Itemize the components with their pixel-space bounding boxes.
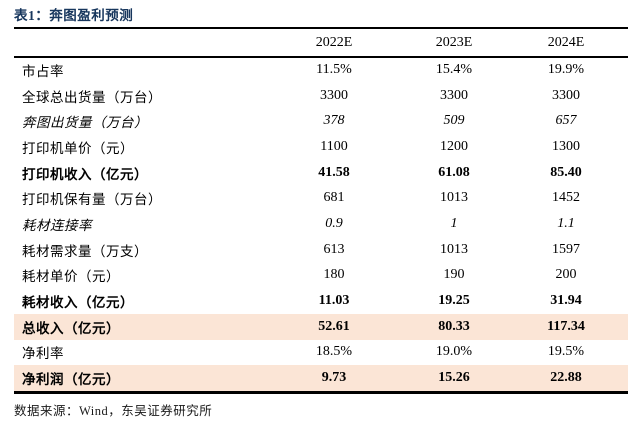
row-value: 1100 [320, 138, 348, 154]
table-row: 市占率 11.5% 15.4% 19.9% [14, 57, 628, 83]
row-value: 85.40 [550, 164, 582, 180]
row-label: 总收入（亿元） [22, 320, 120, 336]
row-value: 1 [450, 215, 458, 231]
row-label: 耗材收入（亿元） [22, 295, 134, 311]
row-value: 1.1 [557, 215, 575, 231]
row-value: 9.73 [321, 370, 347, 386]
header-row: 2022E 2023E 2024E [14, 29, 628, 58]
row-value: 19.9% [547, 62, 585, 78]
row-label: 全球总出货量（万台） [22, 89, 162, 105]
row-label: 打印机单价（元） [22, 140, 134, 156]
table-row: 耗材连接率 0.9 1 1.1 [14, 211, 628, 237]
row-value: 657 [555, 113, 577, 129]
row-value: 18.5% [315, 344, 353, 360]
row-value: 1013 [440, 190, 468, 206]
row-value: 0.9 [325, 215, 343, 231]
row-value: 31.94 [550, 293, 582, 309]
header-year-2023e: 2023E [404, 29, 504, 58]
header-year-2022e: 2022E [264, 29, 404, 58]
row-value: 681 [323, 190, 345, 206]
row-label: 净利率 [22, 346, 64, 362]
row-value: 15.26 [438, 370, 470, 386]
row-label: 净利润（亿元） [22, 372, 120, 388]
row-value: 200 [555, 267, 577, 283]
row-value: 378 [323, 113, 345, 129]
table-title: 表1：奔图盈利预测 [14, 8, 134, 23]
table-row: 总收入（亿元） 52.61 80.33 117.34 [14, 313, 628, 340]
row-value: 190 [443, 267, 465, 283]
row-value: 15.4% [435, 62, 473, 78]
data-source-note: 数据来源：Wind，东吴证券研究所 [14, 403, 213, 418]
row-value: 117.34 [547, 318, 585, 334]
title-underline [14, 27, 628, 29]
row-value: 19.5% [547, 344, 585, 360]
row-label: 奔图出货量（万台） [22, 115, 148, 131]
table-row: 打印机保有量（万台） 681 1013 1452 [14, 185, 628, 211]
row-label: 耗材连接率 [22, 217, 92, 233]
table-header: 2022E 2023E 2024E [14, 29, 628, 58]
table-row: 奔图出货量（万台） 378 509 657 [14, 108, 628, 134]
forecast-table: 2022E 2023E 2024E 市占率 11.5% 15.4% 19.9% 全球总出… [14, 29, 628, 391]
row-value: 180 [323, 267, 345, 283]
row-value: 80.33 [438, 318, 470, 334]
row-value: 22.88 [550, 370, 582, 386]
row-label: 打印机保有量（万台） [22, 192, 162, 208]
table-row: 净利率 18.5% 19.0% 19.5% [14, 340, 628, 366]
table-row: 耗材需求量（万支） 613 1013 1597 [14, 237, 628, 263]
table-bottom-rule [14, 390, 628, 394]
row-label: 市占率 [22, 64, 64, 80]
table-row: 全球总出货量（万台） 3300 3300 3300 [14, 83, 628, 109]
row-label: 耗材单价（元） [22, 269, 120, 285]
row-value: 509 [443, 113, 465, 129]
row-value: 3300 [440, 87, 468, 103]
row-value: 1013 [440, 241, 468, 257]
row-value: 3300 [320, 87, 348, 103]
row-value: 61.08 [438, 164, 470, 180]
row-value: 19.0% [435, 344, 473, 360]
row-value: 19.25 [438, 293, 470, 309]
table-row: 耗材收入（亿元） 11.03 19.25 31.94 [14, 288, 628, 314]
row-value: 11.5% [316, 62, 352, 78]
row-value: 41.58 [318, 164, 350, 180]
row-value: 1597 [552, 241, 580, 257]
row-value: 1300 [552, 138, 580, 154]
row-value: 1200 [440, 138, 468, 154]
row-label: 耗材需求量（万支） [22, 243, 148, 259]
table-row: 耗材单价（元） 180 190 200 [14, 263, 628, 289]
row-value: 52.61 [318, 318, 350, 334]
row-value: 613 [323, 241, 345, 257]
header-empty-cell [14, 29, 264, 58]
row-value: 3300 [552, 87, 580, 103]
table-row: 打印机单价（元） 1100 1200 1300 [14, 134, 628, 160]
header-year-2024e: 2024E [504, 29, 628, 58]
table-row: 净利润（亿元） 9.73 15.26 22.88 [14, 365, 628, 391]
row-value: 1452 [552, 190, 580, 206]
row-value: 11.03 [318, 293, 350, 309]
table-body: 市占率 11.5% 15.4% 19.9% 全球总出货量（万台） 3300 3300 3300… [14, 57, 628, 391]
table-row: 打印机收入（亿元） 41.58 61.08 85.40 [14, 160, 628, 186]
row-label: 打印机收入（亿元） [22, 166, 148, 182]
